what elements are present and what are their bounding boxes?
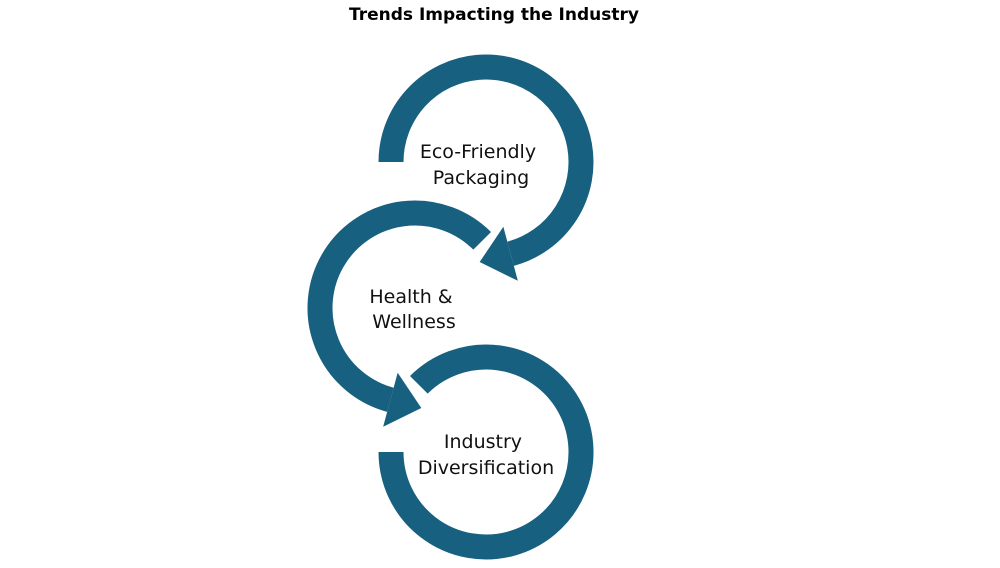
node-label-industry-diversification: Industry Diversification xyxy=(418,431,554,479)
node-label-eco-friendly: Eco-Friendly Packaging xyxy=(420,141,542,189)
ring-arc-eco-friendly xyxy=(378,54,594,266)
node-label-health-wellness: Health & Wellness xyxy=(369,286,458,333)
arrowhead-icon-health-wellness xyxy=(383,372,422,427)
ring-arc-industry-diversification xyxy=(378,344,594,560)
diagram-title: Trends Impacting the Industry xyxy=(349,5,639,25)
arrowhead-icon-eco-friendly xyxy=(479,226,518,281)
ring-arc-health-wellness xyxy=(307,200,491,412)
